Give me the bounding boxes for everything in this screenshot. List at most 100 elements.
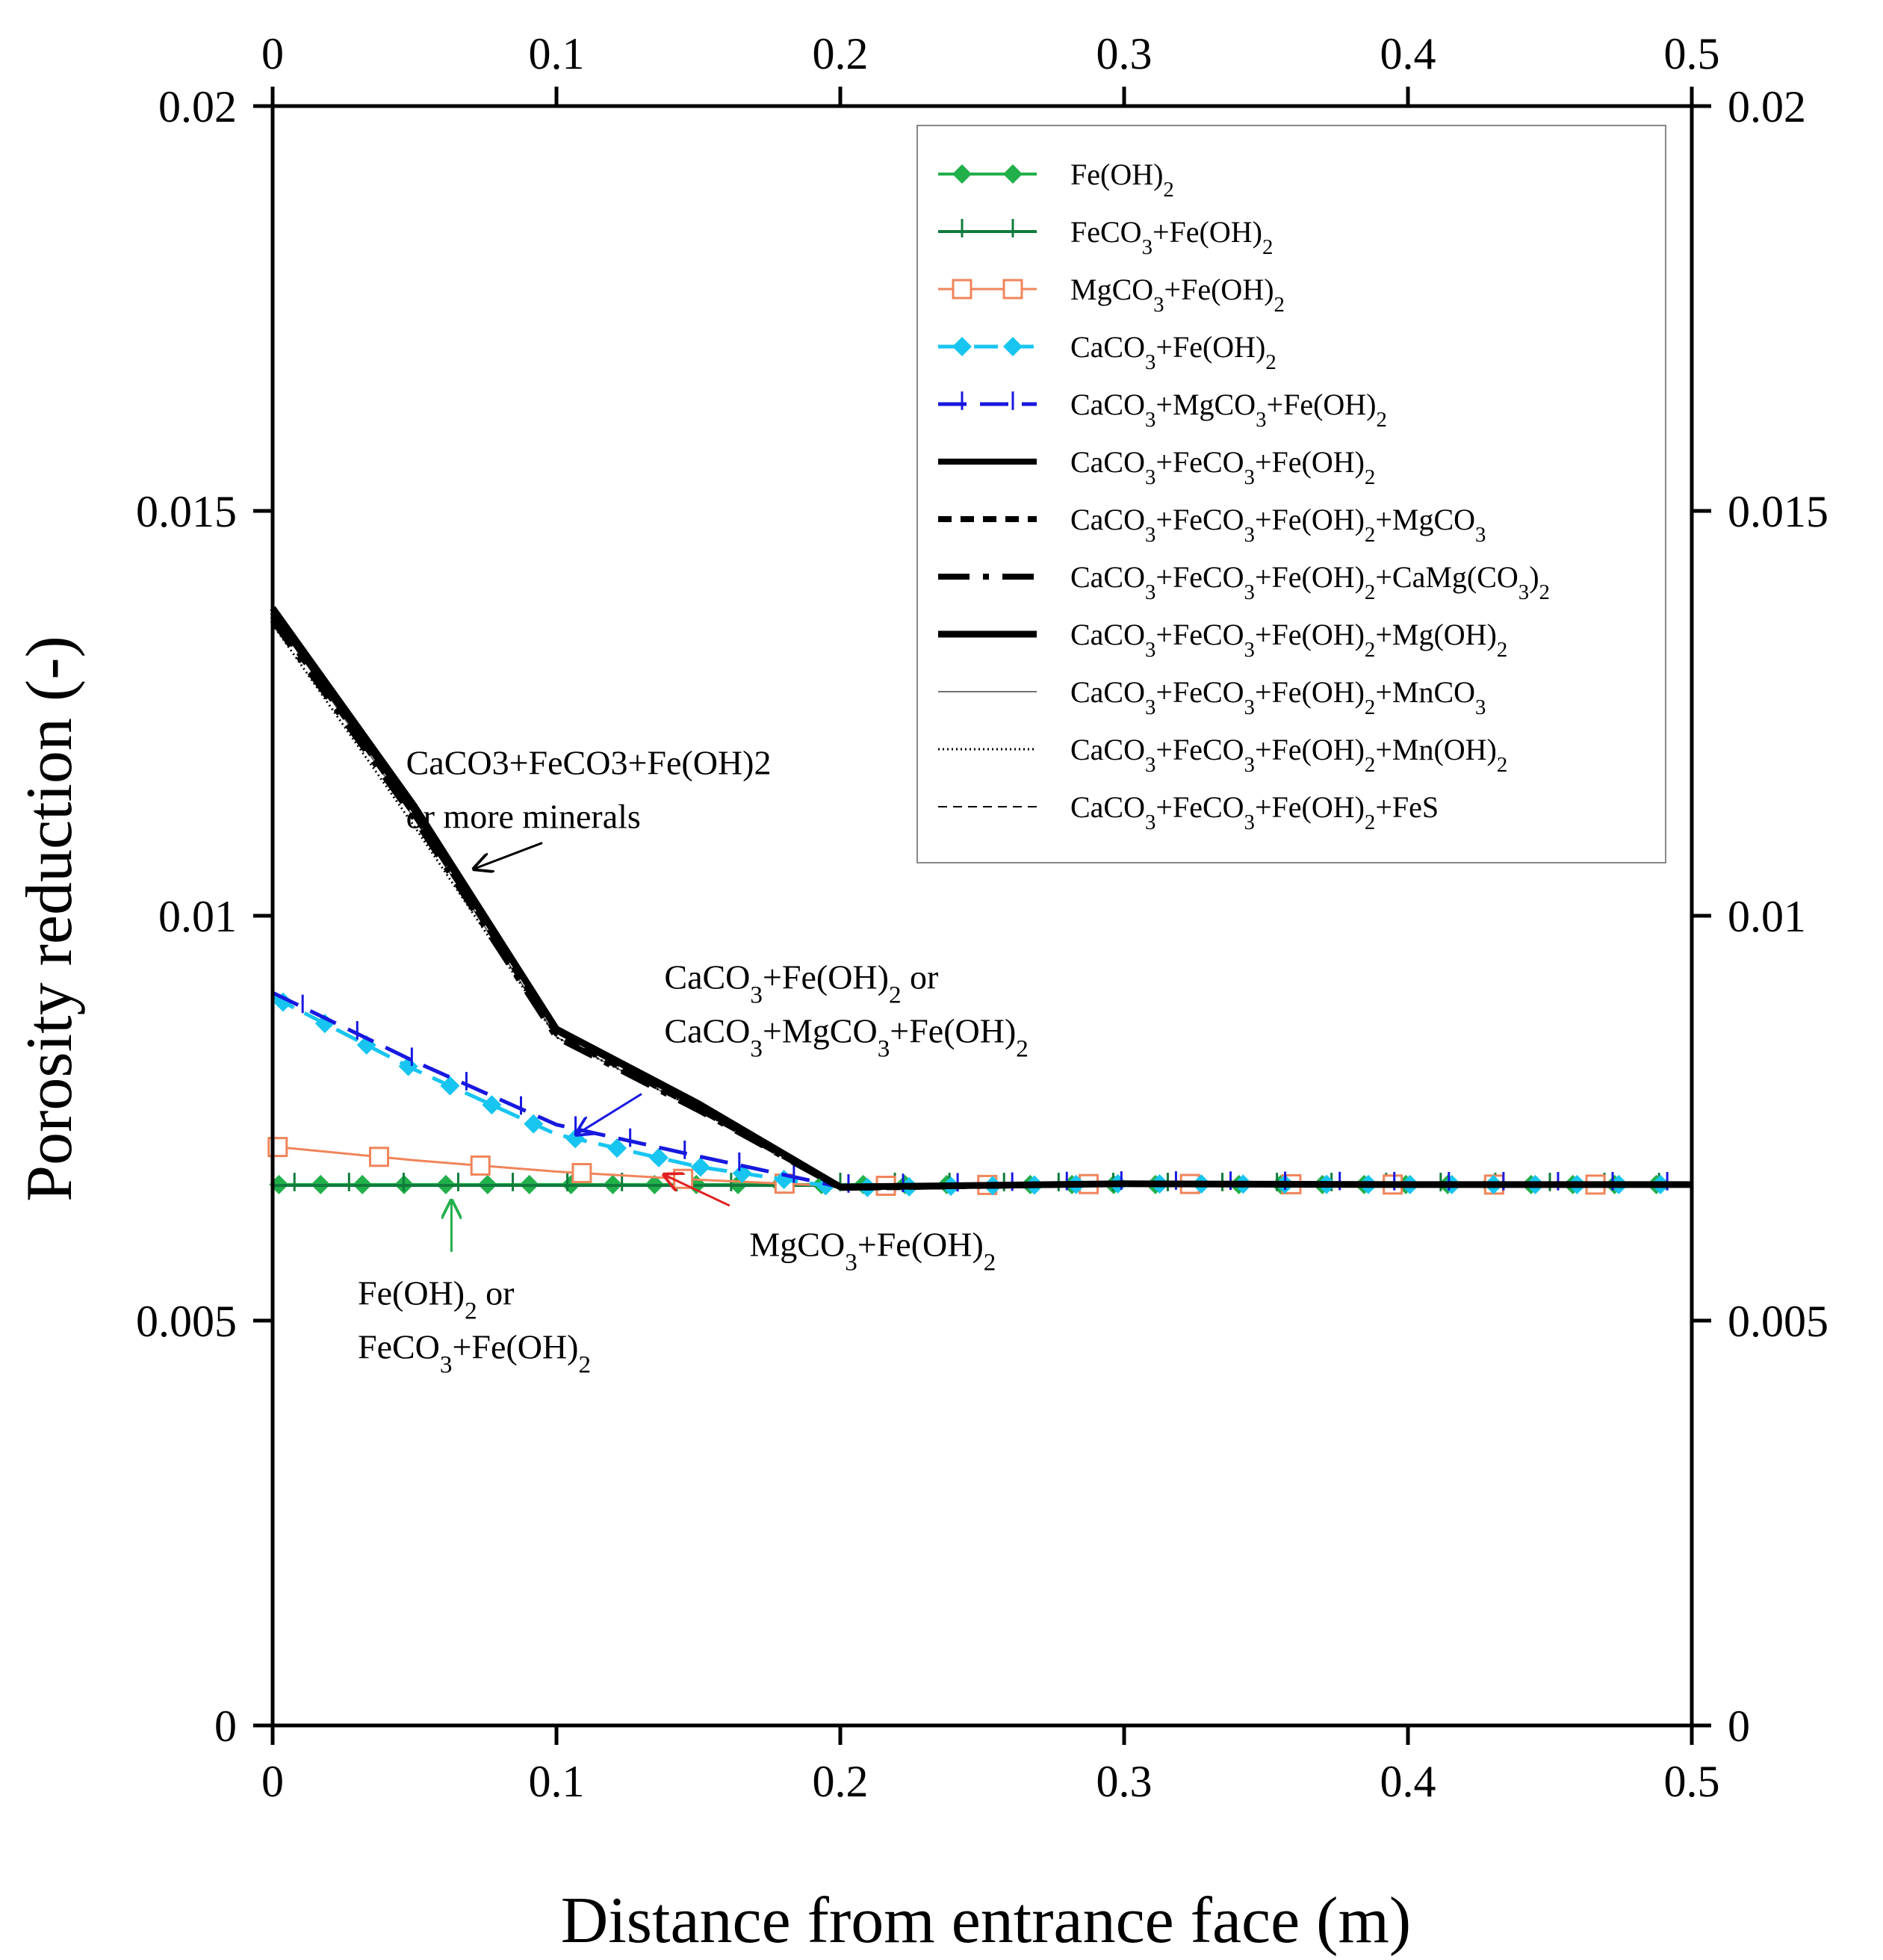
legend-label: Fe(OH)2 [1070,158,1174,202]
text-run: CaCO [664,1012,750,1050]
text-run: +Fe(OH) [1153,215,1262,249]
subscript: 3 [1145,350,1155,374]
subscript: 3 [1145,523,1155,547]
text-run: +MgCO [1155,388,1256,421]
text-run: CaCO [664,958,750,996]
legend-entry-10: CaCO3+FeCO3+Fe(OH)2+Mn(OH)2 [938,733,1507,777]
subscript: 2 [465,1297,477,1324]
legend-entry-4: CaCO3+MgCO3+Fe(OH)2 [938,388,1387,432]
annotation-arrow [474,842,543,869]
legend-entry-1: FeCO3+Fe(OH)2 [938,215,1273,259]
text-run: CaCO [1070,790,1145,824]
text-run: +Fe(OH) [1255,618,1365,651]
x-tick-label-top: 0.4 [1380,29,1436,78]
x-tick-label-bottom: 0.5 [1664,1757,1720,1806]
text-run: or [477,1274,515,1312]
y-tick-label-left: 0.015 [136,487,237,536]
x-tick-label-top: 0 [261,29,284,78]
subscript: 2 [1497,753,1507,777]
text-run: +Fe(OH) [1255,445,1365,479]
diamond-marker [607,1138,627,1159]
text-run: +Fe(OH) [1164,273,1274,306]
y-tick-label-left: 0.01 [158,892,237,941]
text-run: +FeCO [1155,560,1244,594]
diamond-marker [648,1147,668,1167]
legend-label: CaCO3+FeCO3+Fe(OH)2+FeS [1070,790,1439,834]
x-tick-label-bottom: 0 [261,1757,284,1806]
text-run: +Fe(OH) [857,1225,984,1263]
subscript: 3 [1145,465,1155,489]
legend-label: CaCO3+FeCO3+Fe(OH)2 [1070,445,1375,489]
subscript: 3 [1145,695,1155,719]
subscript: 3 [1244,753,1255,777]
square-marker [369,1147,389,1167]
y-axis-title: Porosity reduction (-) [13,636,86,1202]
annotation-text: CaCO3+MgCO3+Fe(OH)2 [664,1012,1028,1063]
y-tick-label-left: 0 [214,1702,237,1751]
text-run: +Fe(OH) [1255,733,1365,766]
text-run: or more minerals [406,797,641,835]
subscript: 3 [750,1035,763,1062]
subscript: 2 [1365,753,1375,777]
series-layer [267,606,1692,1197]
legend-label: CaCO3+FeCO3+Fe(OH)2+MgCO3 [1070,503,1486,547]
legend-label: CaCO3+FeCO3+Fe(OH)2+Mn(OH)2 [1070,733,1507,777]
text-run: +MnCO [1375,675,1475,709]
y-tick-label-right: 0.005 [1728,1297,1828,1346]
diamond-marker [952,337,972,356]
diamond-marker [952,164,972,184]
subscript: 3 [1244,523,1255,547]
text-run: +FeCO [1155,503,1244,536]
legend-label: FeCO3+Fe(OH)2 [1070,215,1273,259]
axes-layer: 000.10.10.20.20.30.30.40.40.50.50 00.005 0… [136,29,1828,1806]
text-run: Fe(OH) [358,1274,465,1312]
series-7 [270,618,1692,1191]
subscript: 3 [440,1350,453,1378]
square-marker [571,1162,592,1183]
text-run: +Fe(OH) [452,1327,578,1365]
subscript: 2 [1274,293,1285,317]
legend-entry-11: CaCO3+FeCO3+Fe(OH)2+FeS [938,790,1439,834]
text-run: +Fe(OH) [1255,790,1365,824]
diamond-marker [690,1157,710,1177]
text-run: +MgCO [763,1012,878,1050]
subscript: 3 [1142,235,1153,259]
subscript: 2 [1016,1035,1029,1062]
legend-label: CaCO3+FeCO3+Fe(OH)2+MnCO3 [1070,675,1486,719]
text-run: +Mg(OH) [1375,618,1497,651]
square-marker [673,1168,694,1189]
subscript: 3 [1475,523,1486,547]
annotation-text: CaCO3+FeCO3+Fe(OH)2 [406,743,772,781]
subscript: 2 [1365,810,1375,834]
subscript: 2 [1365,695,1375,719]
text-run: +Mn(OH) [1375,733,1497,766]
text-run: FeCO [1070,215,1142,249]
text-run: CaCO [1070,503,1145,536]
text-run: +Fe(OH) [763,958,889,996]
legend-entry-8: CaCO3+FeCO3+Fe(OH)2+Mg(OH)2 [938,618,1507,662]
subscript: 2 [984,1248,996,1276]
text-run: +Fe(OH) [890,1012,1016,1050]
y-tick-label-left: 0.005 [136,1297,237,1346]
x-tick-label-top: 0.2 [813,29,869,78]
text-run: +FeCO [1155,675,1244,709]
text-run: +FeS [1375,790,1439,824]
text-run: +Fe(OH) [1255,560,1365,594]
subscript: 3 [1244,638,1255,662]
legend-label: CaCO3+MgCO3+Fe(OH)2 [1070,388,1387,432]
x-tick-label-bottom: 0.3 [1096,1757,1153,1806]
subscript: 2 [1265,350,1276,374]
x-tick-label-top: 0.5 [1664,29,1720,78]
text-run: CaCO [1070,560,1145,594]
subscript: 2 [579,1350,592,1378]
y-tick-label-right: 0 [1728,1702,1750,1751]
subscript: 2 [1497,638,1507,662]
subscript: 3 [1145,810,1155,834]
text-run: +FeCO [1155,790,1244,824]
text-run: +Fe(OH) [1255,503,1365,536]
series-line [270,618,1692,1191]
diamond-marker [482,1095,502,1115]
y-tick-label-left: 0.02 [158,82,237,131]
